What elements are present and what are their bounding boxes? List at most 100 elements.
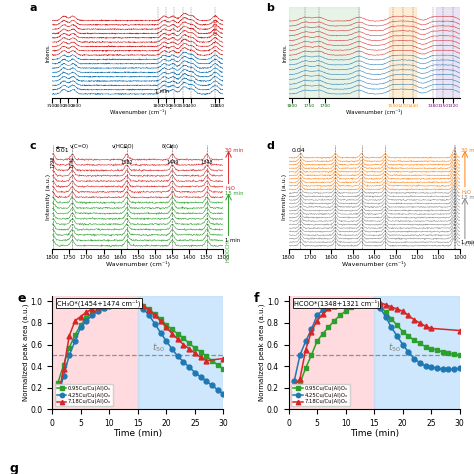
7.18Cu/Cu(Al)Oₓ <box>348 299 354 304</box>
7.18Cu/Cu(Al)Oₓ <box>175 336 181 342</box>
Legend: 0.95Cu/Cu(Al)Oₓ, 4.25Cu/Cu(Al)Oₓ, 7.18Cu/Cu(Al)Oₓ: 0.95Cu/Cu(Al)Oₓ, 4.25Cu/Cu(Al)Oₓ, 7.18Cu… <box>291 384 350 407</box>
4.25Cu/Cu(Al)Oₓ <box>66 353 72 358</box>
0.95Cu/Cu(Al)Oₓ <box>320 331 326 337</box>
0.95Cu/Cu(Al)Oₓ <box>83 315 89 320</box>
0.95Cu/Cu(Al)Oₓ <box>209 358 215 364</box>
Text: 1 min: 1 min <box>462 240 474 245</box>
0.95Cu/Cu(Al)Oₓ <box>215 362 220 368</box>
X-axis label: Wavenumber (cm⁻¹): Wavenumber (cm⁻¹) <box>106 262 170 267</box>
Text: 1798: 1798 <box>50 155 55 168</box>
7.18Cu/Cu(Al)Oₓ <box>78 314 83 319</box>
7.18Cu/Cu(Al)Oₓ <box>406 312 411 318</box>
0.95Cu/Cu(Al)Oₓ <box>354 301 360 306</box>
4.25Cu/Cu(Al)Oₓ <box>309 327 314 332</box>
7.18Cu/Cu(Al)Oₓ <box>411 317 417 323</box>
Text: b: b <box>266 3 274 13</box>
4.25Cu/Cu(Al)Oₓ <box>383 314 388 319</box>
Text: $t_{50}$: $t_{50}$ <box>388 342 401 355</box>
7.18Cu/Cu(Al)Oₓ <box>428 326 434 331</box>
4.25Cu/Cu(Al)Oₓ <box>146 312 152 318</box>
0.95Cu/Cu(Al)Oₓ <box>343 308 348 314</box>
7.18Cu/Cu(Al)Oₓ <box>192 350 198 356</box>
Text: HCOO*(1348+1321 cm⁻¹): HCOO*(1348+1321 cm⁻¹) <box>293 300 379 307</box>
0.95Cu/Cu(Al)Oₓ <box>66 345 72 351</box>
7.18Cu/Cu(Al)Oₓ <box>292 383 297 388</box>
4.25Cu/Cu(Al)Oₓ <box>124 299 129 304</box>
0.95Cu/Cu(Al)Oₓ <box>394 322 400 328</box>
4.25Cu/Cu(Al)Oₓ <box>303 338 309 344</box>
7.18Cu/Cu(Al)Oₓ <box>106 300 112 305</box>
7.18Cu/Cu(Al)Oₓ <box>383 302 388 308</box>
4.25Cu/Cu(Al)Oₓ <box>451 366 457 372</box>
4.25Cu/Cu(Al)Oₓ <box>446 366 451 372</box>
7.18Cu/Cu(Al)Oₓ <box>141 303 146 309</box>
4.25Cu/Cu(Al)Oₓ <box>394 333 400 339</box>
7.18Cu/Cu(Al)Oₓ <box>146 307 152 313</box>
0.95Cu/Cu(Al)Oₓ <box>95 307 100 313</box>
0.95Cu/Cu(Al)Oₓ <box>186 341 192 346</box>
Text: c: c <box>30 141 36 151</box>
0.95Cu/Cu(Al)Oₓ <box>72 332 78 337</box>
4.25Cu/Cu(Al)Oₓ <box>186 365 192 370</box>
Text: δ(CH₃): δ(CH₃) <box>162 144 179 149</box>
7.18Cu/Cu(Al)Oₓ <box>100 302 106 308</box>
0.95Cu/Cu(Al)Oₓ <box>112 302 118 308</box>
Text: e: e <box>18 292 27 304</box>
4.25Cu/Cu(Al)Oₓ <box>198 374 203 380</box>
0.95Cu/Cu(Al)Oₓ <box>124 299 129 304</box>
7.18Cu/Cu(Al)Oₓ <box>360 299 365 304</box>
4.25Cu/Cu(Al)Oₓ <box>164 338 169 344</box>
4.25Cu/Cu(Al)Oₓ <box>215 387 220 392</box>
0.95Cu/Cu(Al)Oₓ <box>371 299 377 304</box>
7.18Cu/Cu(Al)Oₓ <box>169 331 175 337</box>
4.25Cu/Cu(Al)Oₓ <box>343 299 348 304</box>
7.18Cu/Cu(Al)Oₓ <box>89 306 95 312</box>
7.18Cu/Cu(Al)Oₓ <box>303 347 309 353</box>
Bar <box>289 7 359 98</box>
4.25Cu/Cu(Al)Oₓ <box>331 302 337 308</box>
0.95Cu/Cu(Al)Oₓ <box>331 318 337 324</box>
0.95Cu/Cu(Al)Oₓ <box>383 310 388 315</box>
0.95Cu/Cu(Al)Oₓ <box>175 331 181 337</box>
4.25Cu/Cu(Al)Oₓ <box>354 299 360 304</box>
4.25Cu/Cu(Al)Oₓ <box>388 324 394 330</box>
0.95Cu/Cu(Al)Oₓ <box>297 381 303 386</box>
0.95Cu/Cu(Al)Oₓ <box>428 346 434 352</box>
Bar <box>374 296 460 409</box>
0.95Cu/Cu(Al)Oₓ <box>292 390 297 396</box>
Text: 1449: 1449 <box>166 160 179 165</box>
7.18Cu/Cu(Al)Oₓ <box>118 299 124 304</box>
4.25Cu/Cu(Al)Oₓ <box>220 391 226 397</box>
4.25Cu/Cu(Al)Oₓ <box>209 383 215 388</box>
7.18Cu/Cu(Al)Oₓ <box>152 312 158 318</box>
0.95Cu/Cu(Al)Oₓ <box>146 306 152 312</box>
X-axis label: Time (min): Time (min) <box>113 429 162 438</box>
Text: 1 min: 1 min <box>225 237 240 243</box>
7.18Cu/Cu(Al)Oₓ <box>55 395 61 401</box>
7.18Cu/Cu(Al)Oₓ <box>343 299 348 304</box>
Text: 1348: 1348 <box>201 160 213 165</box>
7.18Cu/Cu(Al)Oₓ <box>129 299 135 304</box>
Text: 0.04: 0.04 <box>292 148 306 153</box>
0.95Cu/Cu(Al)Oₓ <box>434 347 440 353</box>
4.25Cu/Cu(Al)Oₓ <box>292 378 297 384</box>
7.18Cu/Cu(Al)Oₓ <box>388 304 394 310</box>
0.95Cu/Cu(Al)Oₓ <box>400 329 406 335</box>
X-axis label: Time (min): Time (min) <box>350 429 399 438</box>
4.25Cu/Cu(Al)Oₓ <box>61 373 66 379</box>
Bar <box>389 7 416 98</box>
0.95Cu/Cu(Al)Oₓ <box>141 303 146 309</box>
0.95Cu/Cu(Al)Oₓ <box>360 299 365 304</box>
Bar <box>436 7 460 98</box>
0.95Cu/Cu(Al)Oₓ <box>388 316 394 321</box>
4.25Cu/Cu(Al)Oₓ <box>72 338 78 344</box>
X-axis label: Wavenumber (cm⁻¹): Wavenumber (cm⁻¹) <box>346 109 402 115</box>
7.18Cu/Cu(Al)Oₓ <box>377 300 383 305</box>
0.95Cu/Cu(Al)Oₓ <box>89 310 95 316</box>
4.25Cu/Cu(Al)Oₓ <box>100 305 106 311</box>
4.25Cu/Cu(Al)Oₓ <box>377 305 383 311</box>
Text: g: g <box>9 462 18 474</box>
0.95Cu/Cu(Al)Oₓ <box>169 327 175 332</box>
Text: H₂O: H₂O <box>462 190 471 194</box>
4.25Cu/Cu(Al)Oₓ <box>106 303 112 309</box>
